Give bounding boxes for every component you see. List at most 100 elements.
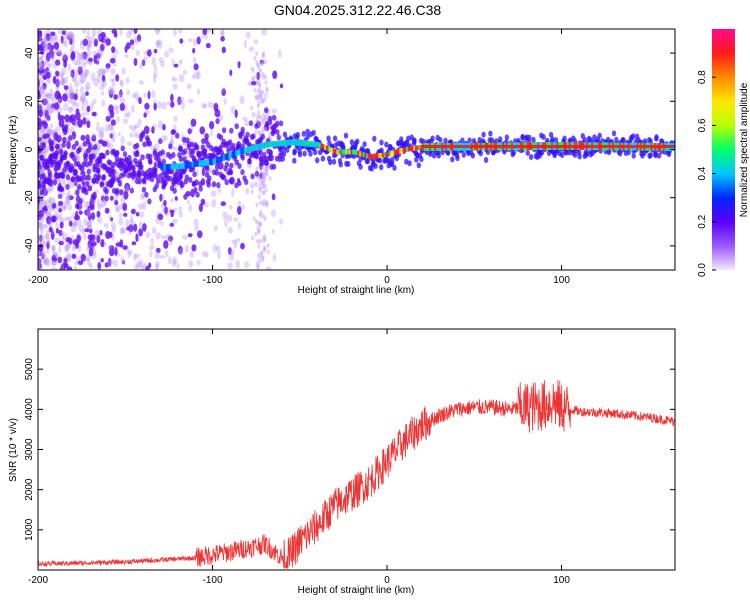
noise-dot — [261, 52, 265, 58]
noise-dot — [48, 34, 54, 43]
noise-dot — [117, 91, 124, 98]
noise-dot — [49, 88, 54, 97]
noise-dot — [96, 234, 101, 244]
noise-dot — [119, 103, 125, 111]
noise-dot — [237, 61, 241, 69]
noise-dot — [57, 190, 63, 199]
noise-dot — [38, 216, 44, 225]
band-dot — [301, 130, 306, 137]
noise-dot — [114, 50, 119, 55]
noise-dot — [69, 48, 74, 53]
noise-dot — [89, 228, 93, 234]
noise-dot — [129, 219, 135, 227]
noise-dot — [68, 91, 74, 99]
noise-dot — [39, 66, 44, 74]
noise-dot — [250, 235, 254, 241]
band-dot — [332, 135, 338, 142]
noise-dot — [40, 224, 47, 229]
noise-dot — [164, 135, 168, 141]
band-dot — [470, 152, 476, 159]
noise-dot — [264, 187, 268, 193]
band-dot — [201, 138, 206, 145]
noise-dot — [45, 249, 50, 254]
carrier-segment — [186, 162, 189, 169]
noise-dot — [109, 214, 112, 221]
noise-dot — [143, 112, 147, 118]
noise-dot — [265, 203, 269, 208]
noise-dot — [38, 72, 42, 82]
noise-dot — [149, 250, 153, 258]
noise-dot — [99, 84, 105, 91]
noise-dot — [138, 80, 145, 85]
noise-dot — [52, 252, 59, 258]
noise-dot — [38, 223, 42, 228]
noise-dot — [110, 131, 116, 140]
noise-dot — [87, 218, 94, 224]
carrier-segment — [367, 153, 371, 159]
noise-dot — [271, 209, 276, 218]
noise-dot — [82, 38, 89, 47]
band-dot — [631, 133, 636, 140]
carrier-segment — [217, 156, 221, 163]
snr-marks — [38, 379, 675, 569]
noise-dot — [134, 253, 141, 259]
noise-dot — [103, 223, 109, 229]
band-dot — [597, 132, 602, 139]
noise-dot — [138, 228, 144, 237]
noise-dot — [39, 234, 43, 243]
noise-dot — [119, 29, 123, 37]
noise-dot — [152, 74, 157, 84]
noise-dot — [86, 45, 91, 52]
noise-dot — [279, 218, 283, 225]
noise-dot — [186, 83, 192, 90]
noise-dot — [258, 177, 262, 183]
band-dot — [41, 143, 46, 150]
noise-dot — [229, 253, 235, 262]
noise-dot — [44, 60, 51, 67]
band-dot — [379, 139, 384, 146]
noise-dot — [120, 196, 126, 205]
noise-dot — [59, 71, 65, 77]
noise-dot — [38, 62, 43, 68]
noise-dot — [109, 89, 114, 98]
noise-dot — [78, 52, 85, 61]
noise-dot — [67, 106, 74, 114]
y-tick-label: 0 — [24, 146, 35, 152]
noise-dot — [138, 38, 142, 43]
noise-dot — [165, 233, 171, 242]
noise-dot — [42, 74, 47, 80]
noise-dot — [54, 90, 61, 100]
noise-dot — [125, 42, 131, 50]
noise-dot — [257, 253, 261, 258]
noise-dot — [114, 199, 119, 206]
band-dot — [153, 167, 158, 174]
noise-dot — [69, 72, 74, 77]
noise-dot — [48, 36, 53, 42]
noise-dot — [264, 80, 268, 85]
noise-dot — [182, 235, 188, 240]
noise-dot — [178, 206, 183, 214]
carrier-segment — [161, 164, 165, 171]
noise-dot — [253, 87, 257, 93]
noise-dot — [233, 241, 238, 249]
noise-dot — [41, 98, 48, 106]
noise-dot — [38, 258, 42, 264]
noise-dot — [256, 63, 260, 69]
carrier-segment — [343, 149, 346, 155]
noise-dot — [44, 148, 49, 154]
carrier-segment — [317, 142, 320, 148]
noise-dot — [82, 29, 87, 34]
noise-dot — [97, 262, 101, 270]
noise-dot — [256, 103, 260, 109]
noise-dot — [69, 114, 76, 122]
noise-dot — [70, 234, 74, 243]
carrier-segment — [200, 160, 203, 167]
noise-dot — [51, 244, 56, 251]
noise-dot — [157, 39, 163, 45]
noise-dot — [261, 126, 265, 132]
noise-dot — [250, 66, 254, 72]
noise-dot — [259, 212, 263, 218]
band-dot — [104, 188, 109, 195]
noise-dot — [38, 262, 42, 269]
